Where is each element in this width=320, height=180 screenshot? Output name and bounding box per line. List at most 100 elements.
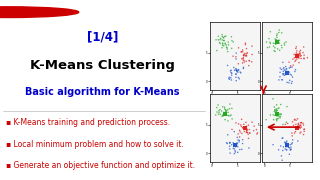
Point [217, 111, 222, 114]
Point [244, 60, 249, 63]
Point [284, 148, 289, 151]
Point [273, 39, 278, 42]
Point [284, 105, 290, 108]
Point [229, 47, 234, 50]
Point [222, 106, 227, 109]
Point [289, 74, 294, 77]
Point [281, 72, 286, 75]
Point [231, 142, 236, 145]
Point [241, 59, 246, 62]
Point [298, 121, 303, 124]
Point [213, 38, 219, 41]
Point [267, 46, 272, 48]
Point [250, 53, 255, 56]
Point [297, 50, 302, 53]
Point [274, 36, 279, 39]
Point [217, 41, 222, 44]
Point [301, 128, 307, 131]
Point [236, 76, 241, 79]
Point [251, 129, 256, 132]
Point [227, 142, 232, 145]
Point [288, 66, 293, 69]
Point [242, 130, 247, 133]
Point [299, 121, 304, 124]
Point [298, 124, 303, 127]
Point [272, 114, 277, 117]
Point [229, 72, 234, 75]
Point [284, 143, 289, 145]
Point [247, 132, 252, 134]
Point [239, 148, 244, 151]
Point [284, 145, 289, 148]
Point [226, 111, 231, 114]
Point [234, 73, 239, 75]
Point [223, 35, 228, 38]
Point [217, 38, 222, 41]
Point [287, 67, 292, 69]
Point [246, 147, 252, 149]
Point [274, 108, 279, 111]
Point [236, 69, 241, 71]
Point [214, 49, 220, 52]
Point [228, 114, 234, 116]
Point [290, 80, 295, 83]
Point [284, 143, 290, 146]
Point [225, 133, 230, 136]
Point [273, 43, 278, 46]
Point [278, 113, 284, 116]
Point [245, 51, 250, 54]
Point [272, 49, 277, 52]
Point [302, 130, 307, 133]
Point [225, 120, 230, 122]
Point [286, 81, 292, 84]
Point [279, 154, 284, 157]
Point [245, 128, 250, 131]
Point [244, 129, 249, 132]
Point [234, 70, 239, 73]
Point [216, 38, 221, 41]
Point [233, 76, 238, 79]
Point [284, 143, 289, 146]
Point [255, 131, 260, 134]
Point [295, 127, 300, 130]
Point [271, 45, 276, 48]
Point [274, 119, 279, 122]
Point [284, 140, 289, 143]
Point [288, 73, 293, 76]
Point [294, 50, 300, 52]
Point [285, 122, 290, 125]
Point [229, 118, 235, 120]
Point [274, 110, 279, 113]
Point [247, 128, 252, 131]
Point [292, 60, 298, 63]
Point [282, 69, 287, 71]
Point [299, 126, 304, 129]
Point [301, 133, 306, 136]
Point [274, 40, 279, 43]
Point [279, 68, 284, 71]
Point [235, 69, 240, 72]
Point [241, 67, 246, 70]
Point [295, 117, 300, 120]
Point [278, 103, 283, 106]
Point [276, 78, 281, 81]
Point [238, 71, 244, 74]
Point [292, 56, 297, 59]
Point [241, 54, 246, 57]
Point [282, 74, 287, 77]
Point [285, 145, 291, 147]
Point [276, 113, 281, 116]
Point [236, 123, 241, 125]
Point [220, 42, 225, 45]
Point [273, 109, 278, 112]
Point [293, 126, 298, 129]
Point [281, 70, 286, 73]
Point [228, 69, 234, 72]
Point [233, 149, 238, 152]
Point [284, 41, 289, 44]
Point [235, 141, 240, 144]
Point [230, 55, 236, 58]
Point [265, 46, 270, 49]
Point [244, 121, 249, 124]
Point [254, 128, 259, 131]
